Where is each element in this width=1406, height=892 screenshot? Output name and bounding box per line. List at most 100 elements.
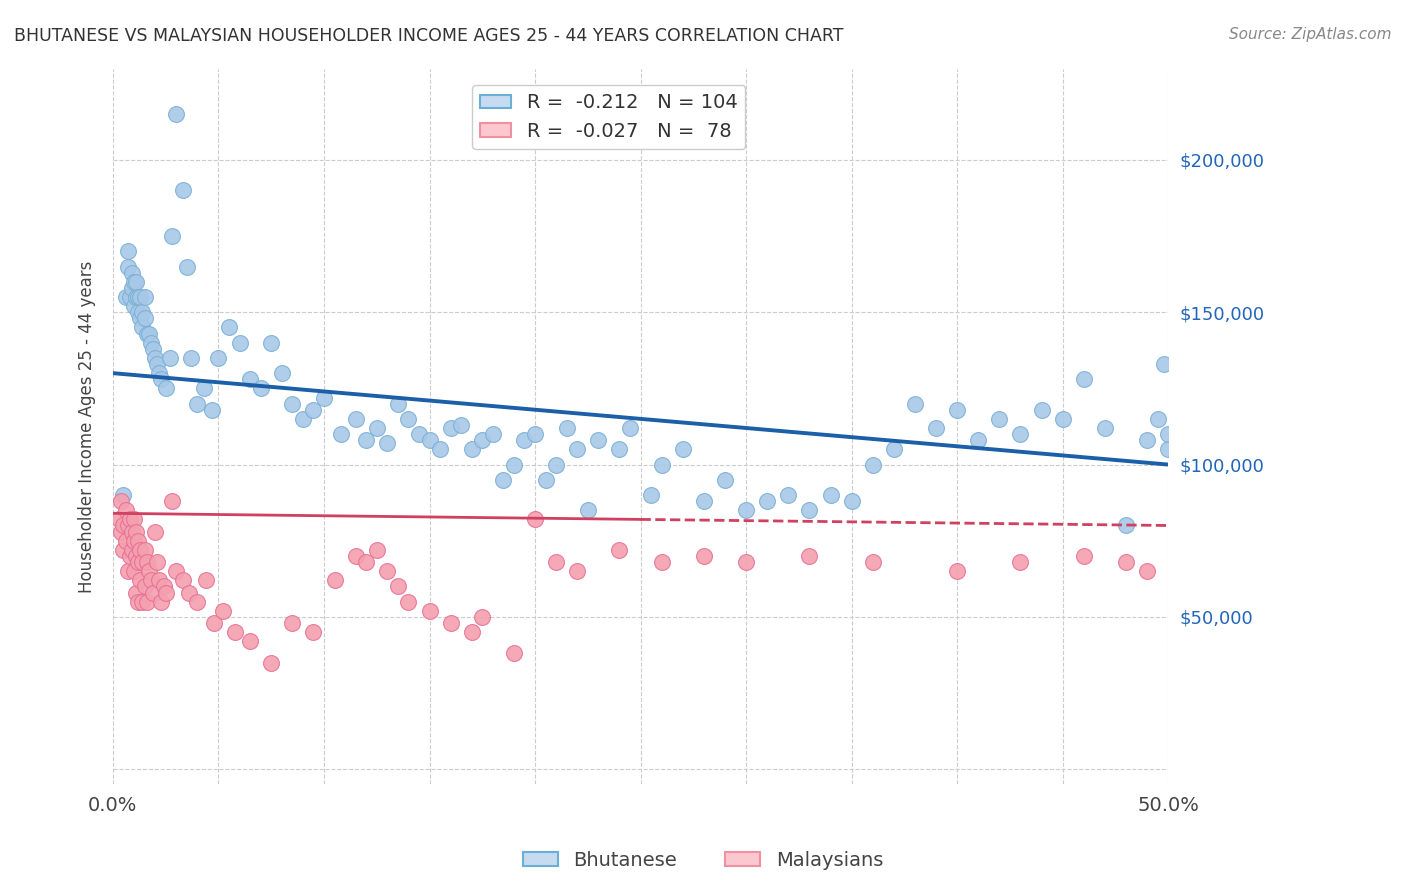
- Point: [820, 488, 842, 502]
- Point: [312, 391, 335, 405]
- Point: [138, 564, 160, 578]
- Point: [143, 524, 166, 539]
- Point: [461, 442, 484, 457]
- Point: [946, 564, 969, 578]
- Point: [503, 458, 526, 472]
- Point: [904, 397, 927, 411]
- Point: [1157, 427, 1180, 442]
- Point: [440, 421, 463, 435]
- Point: [302, 402, 325, 417]
- Point: [135, 555, 157, 569]
- Point: [117, 260, 139, 274]
- Point: [131, 305, 153, 319]
- Point: [207, 351, 229, 365]
- Point: [693, 494, 716, 508]
- Point: [160, 494, 183, 508]
- Point: [735, 555, 758, 569]
- Point: [121, 281, 143, 295]
- Point: [127, 533, 149, 548]
- Point: [127, 595, 149, 609]
- Point: [988, 412, 1011, 426]
- Point: [567, 442, 589, 457]
- Point: [122, 564, 145, 578]
- Point: [127, 290, 149, 304]
- Point: [471, 433, 494, 447]
- Point: [117, 518, 139, 533]
- Point: [756, 494, 779, 508]
- Point: [180, 351, 202, 365]
- Point: [588, 433, 610, 447]
- Point: [1010, 427, 1032, 442]
- Point: [534, 473, 557, 487]
- Point: [143, 351, 166, 365]
- Point: [134, 579, 156, 593]
- Point: [546, 555, 568, 569]
- Point: [1073, 372, 1095, 386]
- Point: [211, 604, 233, 618]
- Point: [134, 542, 156, 557]
- Point: [112, 488, 135, 502]
- Point: [576, 503, 599, 517]
- Point: [450, 417, 472, 432]
- Point: [112, 542, 135, 557]
- Point: [121, 524, 143, 539]
- Point: [408, 427, 430, 442]
- Point: [714, 473, 737, 487]
- Point: [524, 427, 547, 442]
- Point: [619, 421, 641, 435]
- Text: BHUTANESE VS MALAYSIAN HOUSEHOLDER INCOME AGES 25 - 44 YEARS CORRELATION CHART: BHUTANESE VS MALAYSIAN HOUSEHOLDER INCOM…: [14, 27, 844, 45]
- Point: [492, 473, 515, 487]
- Point: [224, 625, 246, 640]
- Point: [129, 311, 152, 326]
- Point: [799, 549, 821, 563]
- Point: [129, 542, 152, 557]
- Point: [883, 442, 905, 457]
- Point: [122, 299, 145, 313]
- Point: [155, 381, 177, 395]
- Point: [146, 555, 169, 569]
- Point: [218, 320, 240, 334]
- Point: [841, 494, 863, 508]
- Point: [125, 585, 148, 599]
- Point: [291, 412, 314, 426]
- Point: [129, 290, 152, 304]
- Point: [142, 585, 165, 599]
- Point: [122, 533, 145, 548]
- Point: [146, 357, 169, 371]
- Point: [260, 335, 283, 350]
- Point: [117, 564, 139, 578]
- Point: [375, 564, 398, 578]
- Point: [1073, 549, 1095, 563]
- Point: [778, 488, 800, 502]
- Point: [396, 595, 419, 609]
- Point: [134, 290, 156, 304]
- Point: [524, 512, 547, 526]
- Point: [228, 335, 250, 350]
- Point: [125, 275, 148, 289]
- Point: [127, 555, 149, 569]
- Point: [1094, 421, 1116, 435]
- Point: [461, 625, 484, 640]
- Point: [323, 574, 346, 588]
- Point: [121, 266, 143, 280]
- Point: [1157, 442, 1180, 457]
- Point: [396, 412, 419, 426]
- Point: [1115, 555, 1137, 569]
- Point: [172, 574, 194, 588]
- Point: [513, 433, 536, 447]
- Point: [440, 615, 463, 630]
- Point: [1010, 555, 1032, 569]
- Point: [418, 604, 440, 618]
- Point: [121, 542, 143, 557]
- Legend: R =  -0.212   N = 104, R =  -0.027   N =  78: R = -0.212 N = 104, R = -0.027 N = 78: [472, 86, 745, 149]
- Point: [114, 290, 136, 304]
- Point: [142, 342, 165, 356]
- Point: [150, 372, 173, 386]
- Point: [139, 574, 162, 588]
- Point: [131, 595, 153, 609]
- Point: [281, 615, 304, 630]
- Point: [122, 275, 145, 289]
- Point: [946, 402, 969, 417]
- Point: [344, 412, 367, 426]
- Point: [186, 595, 208, 609]
